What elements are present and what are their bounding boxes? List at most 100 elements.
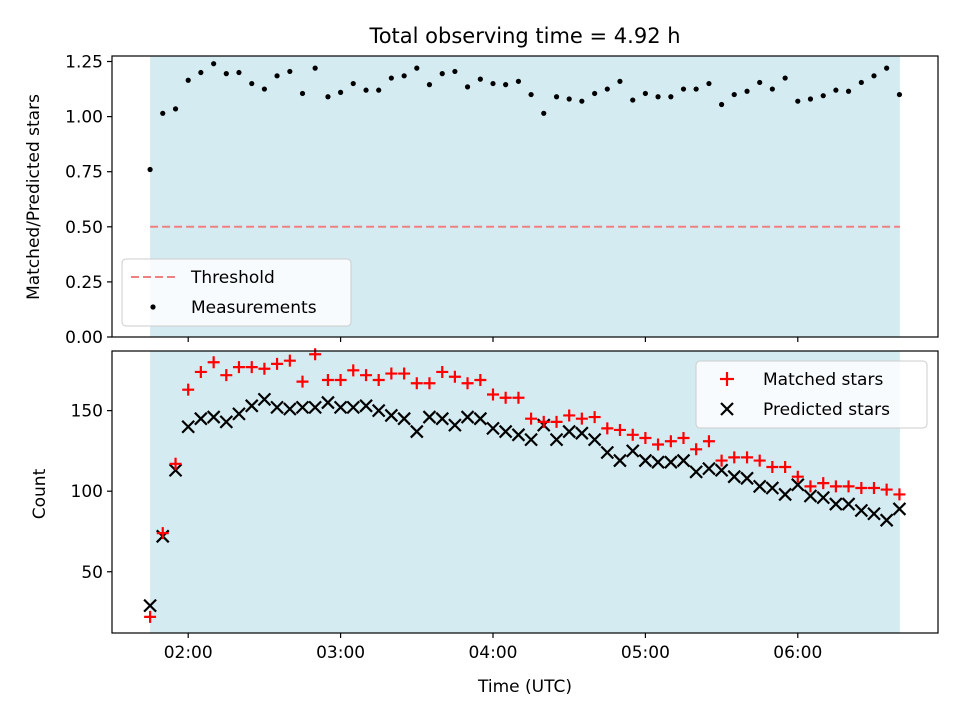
x-tick-label: 03:00 [316, 643, 365, 663]
measurement-point [604, 86, 610, 92]
measurement-point [782, 75, 788, 81]
matched-star-point [753, 454, 766, 467]
predicted-star-point [829, 497, 843, 511]
predicted-star-point [587, 432, 602, 447]
x-tick-label: 04:00 [468, 643, 517, 663]
matched-star-point [779, 461, 792, 474]
matched-star-point [398, 367, 411, 380]
y-tick-label: 100 [71, 482, 103, 502]
measurement-point [452, 68, 458, 75]
matched-star-point [245, 361, 258, 374]
measurement-point [807, 96, 814, 102]
predicted-star-point [613, 453, 627, 468]
predicted-star-point [359, 399, 373, 413]
measurement-point [439, 71, 445, 77]
matched-star-point [791, 470, 804, 483]
matched-star-point [296, 375, 309, 388]
matched-star-point [461, 377, 474, 390]
matched-star-point [817, 477, 830, 490]
measurement-point [325, 94, 331, 100]
y-tick-label: 1.00 [65, 108, 103, 128]
matched-star-point [677, 432, 690, 445]
matched-star-point [537, 415, 550, 428]
predicted-star-point [803, 489, 818, 503]
legend-predicted-label: Predicted stars [763, 400, 890, 420]
predicted-star-point [752, 479, 767, 494]
matched-star-point [664, 435, 677, 448]
measurement-point [757, 79, 763, 86]
predicted-star-point [460, 410, 475, 424]
top-legend-box [121, 258, 352, 327]
matched-star-point [766, 461, 779, 474]
predicted-star-point [308, 400, 322, 415]
measurement-point [261, 86, 267, 92]
matched-star-point [512, 391, 525, 404]
measurement-point [680, 86, 687, 92]
matched-star-point [182, 383, 195, 396]
predicted-star-point [283, 402, 297, 416]
matched-star-point [283, 354, 296, 367]
matched-star-point [448, 370, 461, 383]
matched-star-point [271, 357, 284, 370]
measurement-point [515, 78, 522, 84]
matched-star-point [804, 480, 817, 493]
chart-title: Total observing time = 4.92 h [368, 24, 680, 48]
measurement-point [795, 98, 801, 104]
measurement-point [833, 87, 839, 93]
predicted-star-point [562, 424, 576, 439]
measurement-point [668, 94, 674, 100]
predicted-star-point [549, 432, 564, 447]
matched-star-point [334, 374, 347, 387]
matched-star-point [702, 435, 715, 448]
y-tick-label: 150 [71, 402, 103, 422]
measurement-point [249, 80, 255, 87]
measurement-point [744, 88, 750, 94]
matched-star-point [880, 483, 893, 496]
measurement-point [845, 88, 852, 94]
matched-star-point [829, 480, 842, 493]
predicted-star-point [333, 400, 348, 415]
predicted-star-point [257, 392, 272, 407]
predicted-star-point [181, 419, 195, 434]
measurement-point [337, 89, 344, 95]
predicted-star-point [473, 411, 488, 426]
top-panel: 0.00 0.25 0.50 0.75 1.00 1.25 Matched/Predict… [24, 53, 939, 348]
measurement-point [172, 106, 179, 112]
matched-star-point [525, 412, 538, 425]
predicted-star-point [727, 469, 742, 484]
measurement-point [160, 110, 166, 116]
matched-star-point [690, 443, 703, 456]
predicted-star-point [651, 455, 665, 469]
measurement-point [655, 94, 661, 100]
matched-star-point [144, 610, 157, 623]
matched-star-point [626, 428, 639, 441]
measurement-point [185, 77, 191, 83]
measurement-point [198, 69, 204, 76]
matched-star-point [842, 480, 855, 493]
y-tick-label: 50 [81, 563, 103, 583]
predicted-star-point [448, 418, 462, 432]
predicted-star-point [791, 477, 805, 492]
measurement-point [490, 80, 496, 87]
matched-star-point [232, 361, 245, 374]
measurement-point [236, 69, 242, 76]
matched-star-point [652, 438, 665, 451]
predicted-star-point [410, 424, 424, 439]
matched-star-point [575, 412, 588, 425]
matched-star-point [855, 481, 868, 494]
matched-star-point [220, 369, 233, 382]
measurement-point [414, 65, 420, 71]
measurement-point [147, 166, 153, 173]
predicted-star-point [143, 598, 157, 613]
matched-star-point [588, 411, 601, 424]
measurement-point [579, 98, 585, 104]
matched-star-point [156, 527, 169, 540]
predicted-star-point [714, 463, 729, 478]
measurement-point [769, 86, 775, 92]
top-legend: Threshold Measurements [121, 258, 352, 327]
y-tick-label: 0.50 [65, 218, 103, 238]
matched-star-point [639, 432, 652, 445]
top-y-axis: 0.00 0.25 0.50 0.75 1.00 1.25 [65, 53, 112, 348]
x-axis-label: Time (UTC) [477, 677, 572, 697]
matched-star-point [207, 356, 220, 369]
